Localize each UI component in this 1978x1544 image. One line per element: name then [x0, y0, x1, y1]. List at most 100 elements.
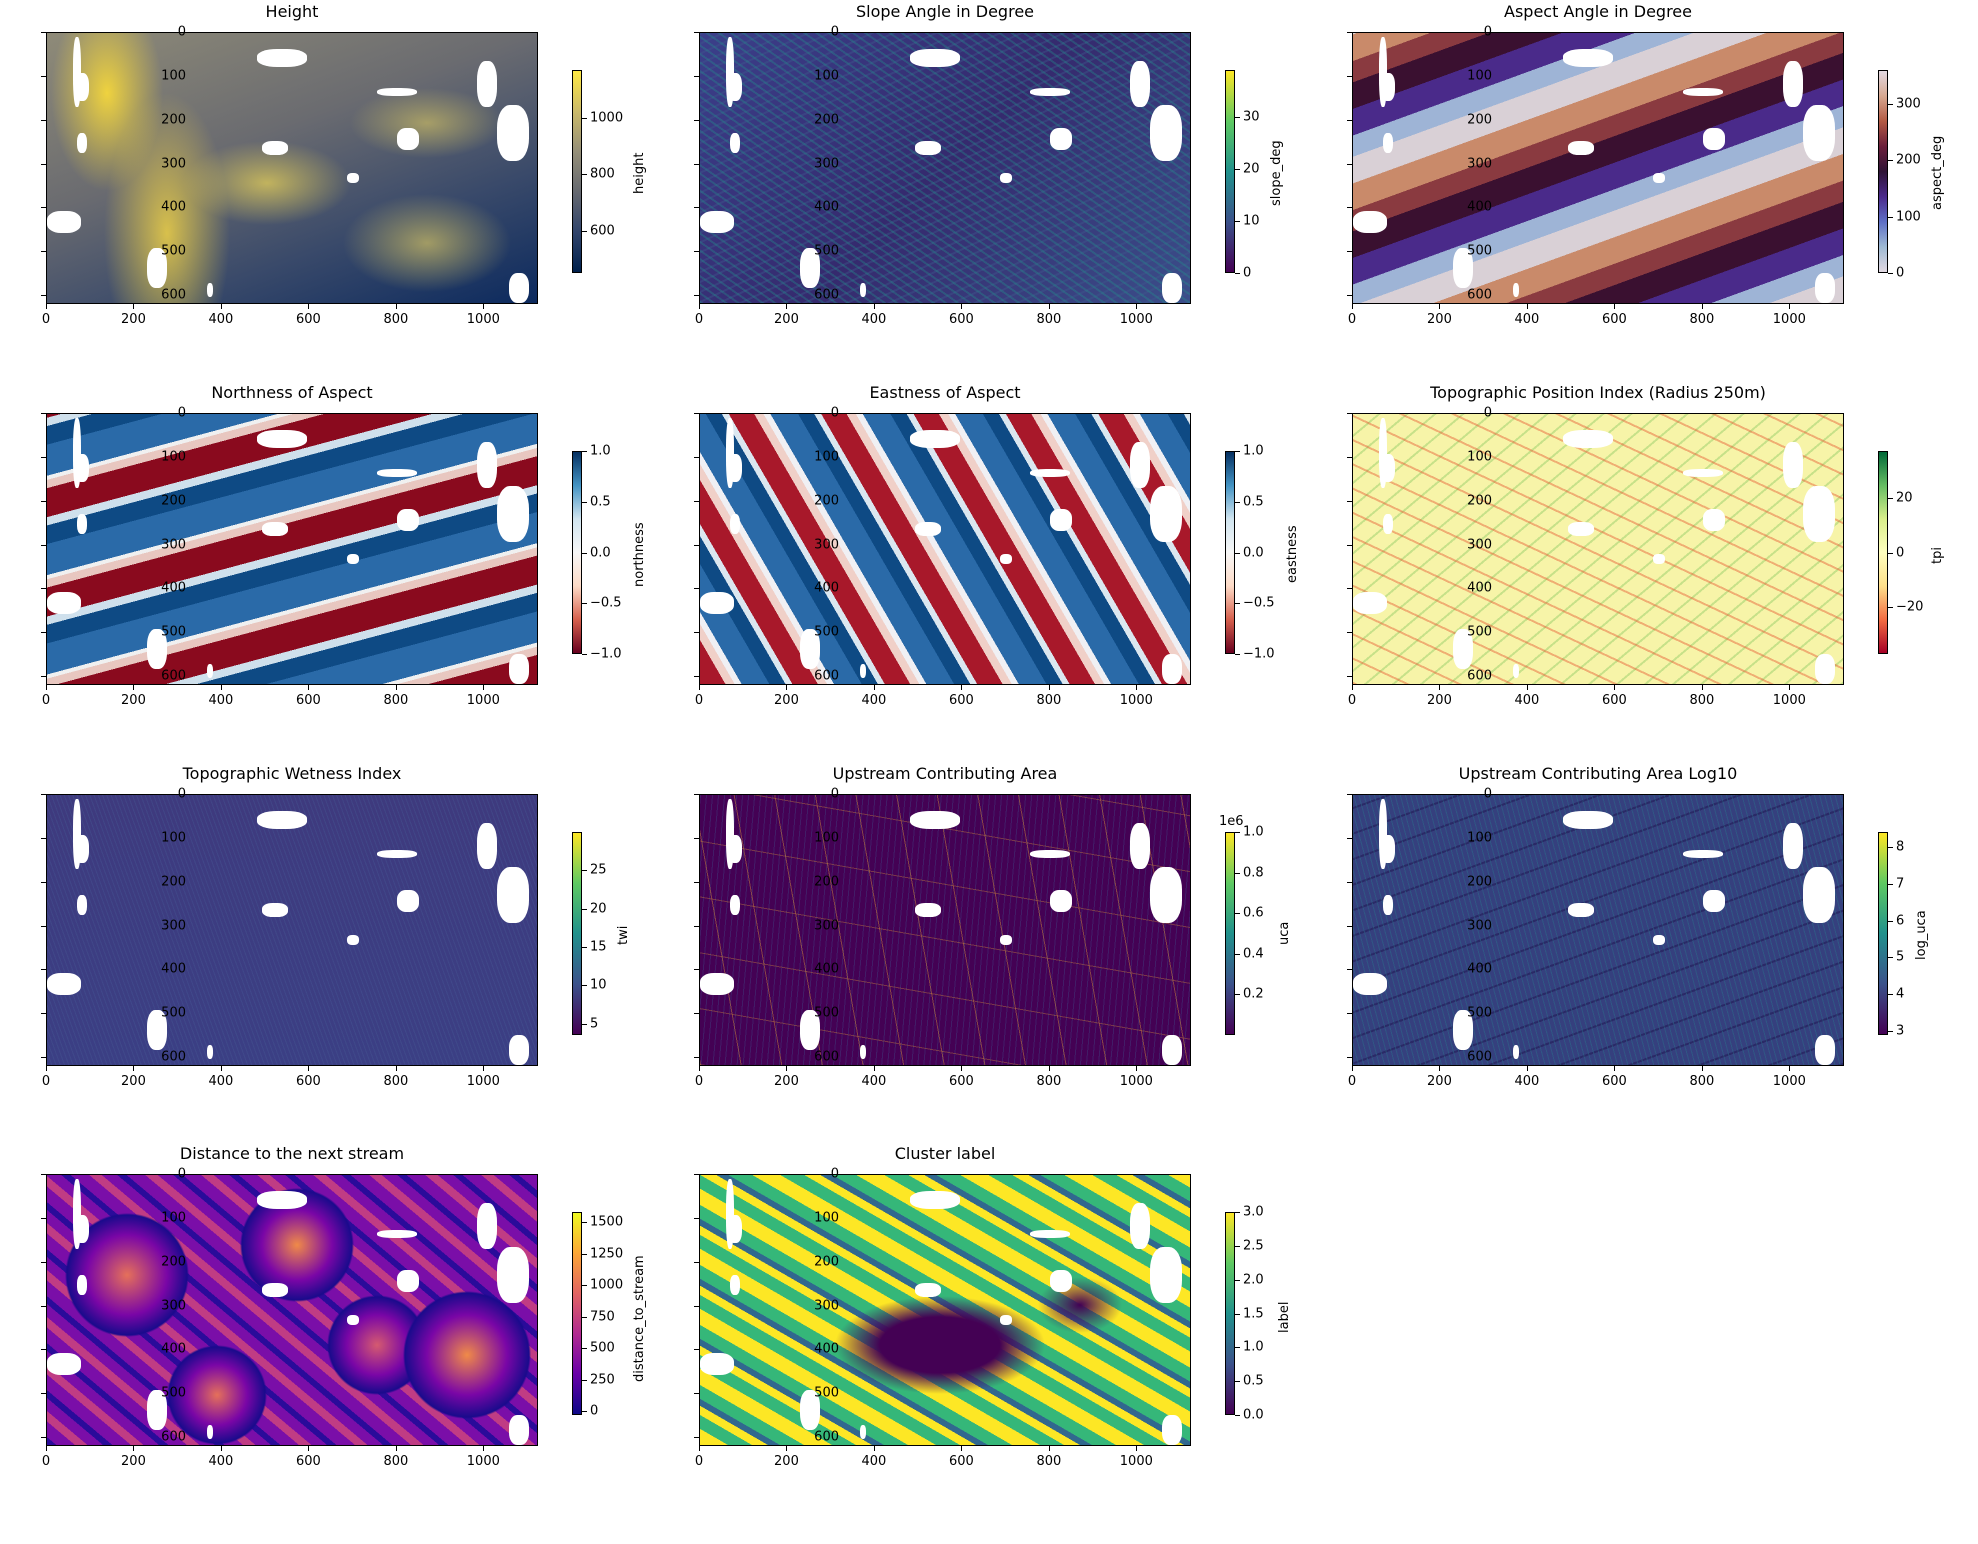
colorbar-tick [1235, 1212, 1240, 1213]
y-tick [694, 925, 699, 927]
y-tick-label: 100 [1467, 68, 1492, 84]
colorbar [1225, 832, 1235, 1035]
colorbar-tick [1888, 552, 1893, 554]
nodata-region [509, 1035, 529, 1065]
y-tick [694, 1261, 699, 1263]
panel-eastness: Eastness of Aspect 0 200 400 600 800 1000 0 100 2… [694, 383, 1339, 783]
colorbar-tick-label: 15 [590, 939, 607, 955]
heatmap-image [47, 33, 537, 303]
nodata-region [1379, 418, 1387, 488]
nodata-region [377, 1230, 417, 1238]
colorbar-tick [1235, 1279, 1240, 1281]
y-tick-label: 500 [1467, 243, 1492, 259]
colorbar-tick-label: 0 [1896, 545, 1905, 560]
nodata-region [860, 664, 866, 678]
nodata-region [147, 629, 167, 669]
x-tick-label: 400 [208, 1454, 234, 1469]
x-tick [1352, 304, 1353, 309]
x-tick-label: 800 [383, 693, 409, 708]
nodata-region [1683, 88, 1723, 96]
nodata-region [257, 49, 307, 67]
y-tick [694, 119, 699, 121]
x-tick-label: 200 [774, 693, 799, 708]
x-tick-label: 600 [1601, 693, 1627, 708]
y-tick-label: 300 [161, 1298, 186, 1314]
y-tick [41, 75, 46, 77]
nodata-region [397, 509, 419, 531]
nodata-region [726, 799, 734, 869]
x-tick [133, 1066, 135, 1071]
x-tick-label: 200 [121, 312, 146, 327]
x-tick-label: 200 [121, 693, 146, 708]
colorbar-tick [582, 1379, 587, 1381]
y-tick-label: 500 [161, 1385, 186, 1401]
colorbar-tick [582, 174, 587, 176]
nodata-region [477, 1203, 497, 1249]
heatmap-axes [699, 794, 1191, 1066]
nodata-region [1162, 273, 1182, 303]
y-tick-label: 600 [161, 1429, 186, 1445]
x-tick-label: 800 [1689, 693, 1715, 708]
colorbar-label: tpi [1930, 546, 1945, 564]
colorbar-tick-label: 8 [1896, 839, 1905, 855]
y-tick [1347, 295, 1352, 297]
y-tick-label: 0 [1483, 24, 1492, 40]
colorbar-tick-label: −0.5 [1243, 595, 1275, 611]
y-tick [1347, 32, 1352, 33]
x-tick [1614, 685, 1616, 690]
nodata-region [1130, 1203, 1150, 1249]
x-tick [1701, 685, 1703, 690]
y-tick-label: 100 [814, 1210, 839, 1226]
y-tick [694, 1174, 699, 1175]
y-tick [41, 163, 46, 165]
nodata-region [1379, 799, 1387, 869]
nodata-region [860, 283, 866, 297]
x-tick-label: 600 [295, 1454, 321, 1469]
panel-slope: Slope Angle in Degree 0 200 400 600 800 1000 0 1… [694, 2, 1339, 402]
colorbar [572, 70, 582, 273]
nodata-region [1815, 273, 1835, 303]
colorbar-tick [582, 501, 587, 503]
x-tick [395, 685, 397, 690]
y-tick [1347, 925, 1352, 927]
colorbar-tick [582, 1253, 587, 1255]
colorbar-tick [582, 946, 587, 948]
nodata-region [1815, 1035, 1835, 1065]
y-tick [41, 295, 46, 297]
nodata-region [1568, 522, 1594, 536]
x-tick-label: 400 [861, 1454, 887, 1469]
y-tick-label: 500 [161, 1005, 186, 1021]
y-tick [41, 1217, 46, 1219]
nodata-region [915, 522, 941, 536]
y-tick-label: 600 [161, 287, 186, 303]
x-tick-label: 1000 [1772, 693, 1806, 708]
colorbar [1225, 70, 1235, 273]
heatmap-image [47, 1175, 537, 1445]
colorbar-label: slope_deg [1269, 140, 1284, 206]
x-tick-label: 800 [1689, 1074, 1715, 1089]
colorbar [572, 832, 582, 1035]
nodata-region [262, 522, 288, 536]
x-tick [1614, 304, 1616, 309]
panel-title: Northness of Aspect [211, 383, 373, 402]
nodata-region [75, 835, 89, 863]
nodata-region [377, 88, 417, 96]
nodata-region [347, 173, 359, 183]
colorbar-tick-label: −20 [1896, 599, 1924, 615]
x-tick [308, 1066, 310, 1071]
y-tick-label: 400 [161, 961, 186, 977]
y-tick-label: 500 [1467, 1005, 1492, 1021]
heatmap-image [47, 795, 537, 1065]
x-tick [395, 1446, 397, 1451]
x-tick-label: 0 [41, 693, 51, 708]
y-tick-label: 100 [1467, 449, 1492, 465]
nodata-region [509, 654, 529, 684]
y-tick-label: 600 [814, 1049, 839, 1065]
nodata-region [1568, 141, 1594, 155]
panel-twi: Topographic Wetness Index 0 200 400 600 800 10… [41, 764, 686, 1164]
y-tick [694, 251, 699, 253]
y-tick-label: 400 [814, 1341, 839, 1357]
colorbar-tick [1235, 832, 1240, 833]
y-tick [41, 251, 46, 253]
nodata-region [1381, 835, 1395, 863]
